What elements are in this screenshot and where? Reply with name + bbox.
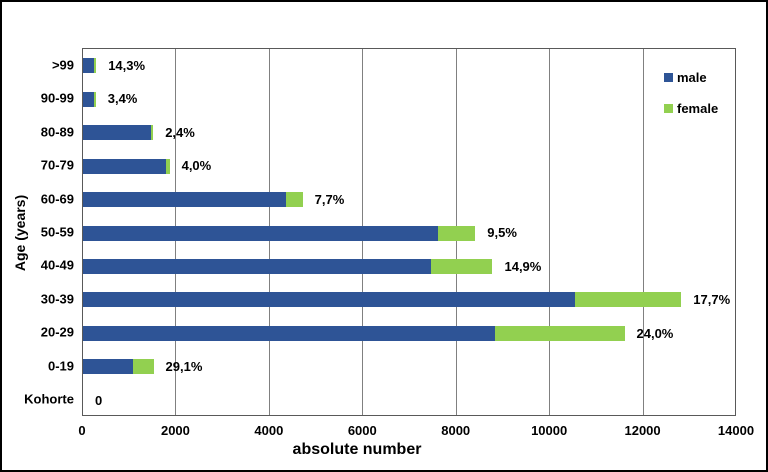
gridline-12000 — [642, 49, 644, 415]
bar-segment-female-90-99 — [93, 91, 96, 107]
bar-segment-male-40-49 — [83, 258, 432, 274]
bar-segment-female->99 — [94, 58, 97, 74]
bar-value-label-60-69: 7,7% — [314, 191, 345, 207]
bar-segment-female-60-69 — [285, 192, 303, 208]
bar-value-label-40-49: 14,9% — [504, 258, 542, 274]
category-label-30-39: 30-39 — [40, 291, 74, 307]
legend-label-male: male — [677, 69, 707, 85]
bar-segment-female-40-49 — [431, 258, 493, 274]
bar-value-label-90-99: 3,4% — [107, 91, 138, 107]
bar-segment-male-60-69 — [83, 192, 286, 208]
bar-value-label-30-39: 17,7% — [693, 292, 731, 308]
gridline-10000 — [549, 49, 551, 415]
bar-segment-male-20-29 — [83, 325, 495, 341]
x-tick-14000: 14000 — [717, 423, 755, 438]
bar-segment-male-80-89 — [83, 125, 152, 141]
bar-value-label-80-89: 2,4% — [165, 124, 195, 140]
category-label-20-29: 20-29 — [40, 324, 74, 340]
legend-label-female: female — [677, 100, 719, 116]
x-axis-title: absolute number — [292, 441, 422, 458]
category-label->99: >99 — [51, 57, 74, 73]
bar-value-label-0-19: 29,1% — [165, 359, 203, 375]
bar-segment-male-90-99 — [83, 91, 94, 107]
legend-item-male: male — [664, 69, 707, 85]
bar-segment-male-0-19 — [83, 359, 133, 375]
category-label-40-49: 40-49 — [40, 257, 74, 273]
category-label-80-89: 80-89 — [40, 124, 74, 140]
plot-area: 14,3% 3,4% 2,4% 4,0% 7,7% 9,5% 14,9% 17,7% 24,0%… — [82, 48, 736, 416]
bar-segment-female-30-39 — [575, 292, 682, 308]
bar-value-label-70-79: 4,0% — [181, 158, 212, 174]
x-tick-6000: 6000 — [347, 423, 377, 438]
bar-segment-female-70-79 — [166, 158, 170, 174]
bar-value-label-20-29: 24,0% — [636, 325, 674, 341]
legend-item-female: female — [664, 100, 719, 116]
x-tick-4000: 4000 — [254, 423, 284, 438]
bar-segment-female-50-59 — [438, 225, 476, 241]
bar-value-label-50-59: 9,5% — [487, 225, 517, 241]
category-label-90-99: 90-99 — [40, 90, 74, 106]
bar-segment-female-80-89 — [151, 125, 154, 141]
bar-segment-male-30-39 — [83, 292, 576, 308]
category-label-70-79: 70-79 — [40, 157, 74, 173]
x-tick-10000: 10000 — [531, 423, 568, 438]
bar-value-label-Kohorte: 0 — [95, 392, 103, 408]
category-label-50-59: 50-59 — [40, 224, 74, 240]
legend-swatch-female-icon — [664, 103, 673, 113]
bar-segment-male-70-79 — [83, 158, 167, 174]
bar-segment-male->99 — [83, 58, 95, 74]
category-label-60-69: 60-69 — [40, 191, 74, 207]
bar-segment-male-50-59 — [83, 225, 439, 241]
bar-segment-female-0-19 — [132, 359, 154, 375]
y-axis-title: Age (years) — [12, 194, 28, 272]
category-label-Kohorte: Kohorte — [24, 391, 74, 407]
legend-swatch-male-icon — [664, 72, 673, 82]
x-tick-8000: 8000 — [441, 423, 471, 438]
bar-value-label->99: 14,3% — [108, 58, 146, 73]
x-tick-2000: 2000 — [160, 423, 190, 438]
bar-segment-female-20-29 — [494, 325, 625, 341]
x-tick-12000: 12000 — [624, 423, 661, 438]
x-tick-0: 0 — [78, 423, 86, 438]
category-label-0-19: 0-19 — [47, 358, 74, 374]
